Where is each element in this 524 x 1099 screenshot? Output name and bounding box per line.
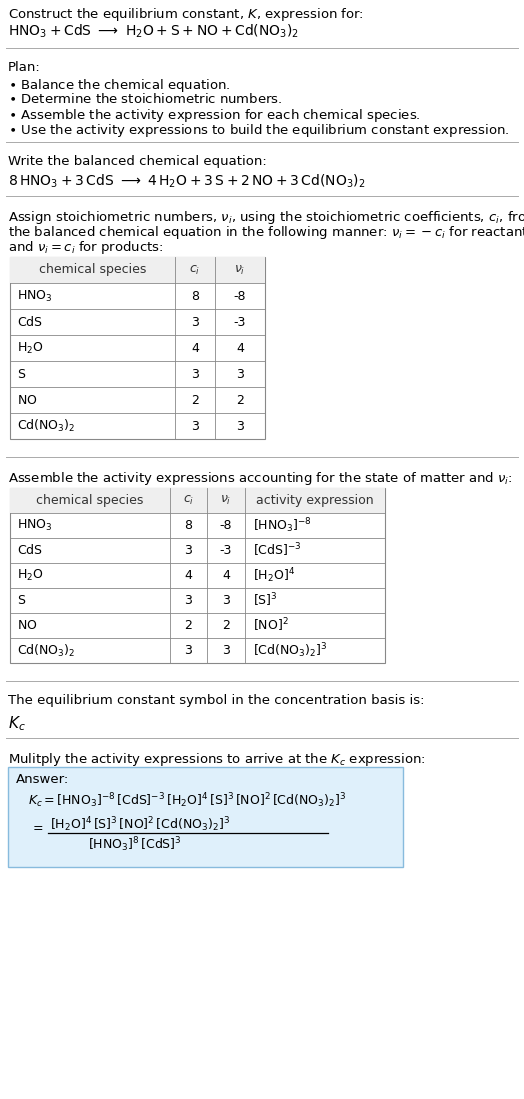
Text: $[\mathrm{HNO_3}]^{-8}$: $[\mathrm{HNO_3}]^{-8}$ — [253, 517, 312, 535]
Text: Assign stoichiometric numbers, $\nu_i$, using the stoichiometric coefficients, $: Assign stoichiometric numbers, $\nu_i$, … — [8, 209, 524, 226]
Text: $c_i$: $c_i$ — [183, 493, 194, 507]
Text: 3: 3 — [222, 593, 230, 607]
Text: 2: 2 — [236, 393, 244, 407]
Text: 8: 8 — [184, 519, 192, 532]
Text: 4: 4 — [184, 569, 192, 582]
Text: $\mathrm{H_2O}$: $\mathrm{H_2O}$ — [17, 568, 43, 584]
Text: $c_i$: $c_i$ — [189, 264, 201, 277]
Text: $K_c = [\mathrm{HNO_3}]^{-8}\,[\mathrm{CdS}]^{-3}\,[\mathrm{H_2O}]^{4}\,[\mathrm: $K_c = [\mathrm{HNO_3}]^{-8}\,[\mathrm{C… — [28, 791, 346, 810]
Text: $[\mathrm{HNO_3}]^{8}\,[\mathrm{CdS}]^{3}$: $[\mathrm{HNO_3}]^{8}\,[\mathrm{CdS}]^{3… — [88, 835, 182, 854]
Text: $\mathrm{CdS}$: $\mathrm{CdS}$ — [17, 315, 43, 329]
Text: 3: 3 — [236, 420, 244, 433]
Text: and $\nu_i = c_i$ for products:: and $\nu_i = c_i$ for products: — [8, 238, 163, 256]
Text: $[\mathrm{Cd(NO_3)_2}]^{3}$: $[\mathrm{Cd(NO_3)_2}]^{3}$ — [253, 641, 328, 659]
Text: 2: 2 — [222, 619, 230, 632]
Text: $\mathrm{Cd(NO_3)_2}$: $\mathrm{Cd(NO_3)_2}$ — [17, 643, 75, 658]
Text: $\mathrm{S}$: $\mathrm{S}$ — [17, 593, 26, 607]
Text: $\mathrm{CdS}$: $\mathrm{CdS}$ — [17, 544, 43, 557]
Text: -8: -8 — [220, 519, 232, 532]
Text: the balanced chemical equation in the following manner: $\nu_i = -c_i$ for react: the balanced chemical equation in the fo… — [8, 224, 524, 241]
Text: $\bullet$ Assemble the activity expression for each chemical species.: $\bullet$ Assemble the activity expressi… — [8, 107, 421, 124]
Text: 3: 3 — [184, 644, 192, 657]
Text: $[\mathrm{CdS}]^{-3}$: $[\mathrm{CdS}]^{-3}$ — [253, 542, 302, 559]
Text: The equilibrium constant symbol in the concentration basis is:: The equilibrium constant symbol in the c… — [8, 693, 424, 707]
Text: 8: 8 — [191, 289, 199, 302]
Text: Assemble the activity expressions accounting for the state of matter and $\nu_i$: Assemble the activity expressions accoun… — [8, 470, 512, 487]
Text: -3: -3 — [234, 315, 246, 329]
Text: $\mathrm{8\,HNO_3 + 3\,CdS \ \longrightarrow \ 4\,H_2O + 3\,S + 2\,NO + 3\,Cd(NO: $\mathrm{8\,HNO_3 + 3\,CdS \ \longrighta… — [8, 173, 366, 190]
Text: $\mathrm{HNO_3}$: $\mathrm{HNO_3}$ — [17, 288, 52, 303]
Text: 2: 2 — [184, 619, 192, 632]
Text: $[\mathrm{H_2O}]^{4}\,[\mathrm{S}]^{3}\,[\mathrm{NO}]^{2}\,[\mathrm{Cd(NO_3)_2}]: $[\mathrm{H_2O}]^{4}\,[\mathrm{S}]^{3}\,… — [50, 815, 231, 834]
Text: Answer:: Answer: — [16, 773, 69, 786]
Text: 3: 3 — [184, 593, 192, 607]
Text: Construct the equilibrium constant, $K$, expression for:: Construct the equilibrium constant, $K$,… — [8, 5, 364, 23]
Text: $\mathrm{NO}$: $\mathrm{NO}$ — [17, 393, 38, 407]
Text: $\bullet$ Balance the chemical equation.: $\bullet$ Balance the chemical equation. — [8, 77, 231, 95]
Text: 3: 3 — [236, 367, 244, 380]
Text: $[\mathrm{H_2O}]^{4}$: $[\mathrm{H_2O}]^{4}$ — [253, 566, 295, 585]
Text: $[\mathrm{S}]^{3}$: $[\mathrm{S}]^{3}$ — [253, 591, 278, 609]
Text: $\mathrm{HNO_3 + CdS \ \longrightarrow \ H_2O + S + NO + Cd(NO_3)_2}$: $\mathrm{HNO_3 + CdS \ \longrightarrow \… — [8, 23, 299, 41]
Bar — [10, 257, 265, 439]
Text: 3: 3 — [222, 644, 230, 657]
Text: Write the balanced chemical equation:: Write the balanced chemical equation: — [8, 155, 267, 168]
Text: 3: 3 — [191, 367, 199, 380]
Text: $\mathrm{S}$: $\mathrm{S}$ — [17, 367, 26, 380]
Text: $K_c$: $K_c$ — [8, 714, 26, 733]
Bar — [10, 488, 385, 513]
Text: $\mathrm{H_2O}$: $\mathrm{H_2O}$ — [17, 341, 43, 356]
Bar — [10, 257, 265, 284]
Text: -8: -8 — [234, 289, 246, 302]
Text: $\bullet$ Determine the stoichiometric numbers.: $\bullet$ Determine the stoichiometric n… — [8, 92, 282, 106]
FancyBboxPatch shape — [8, 767, 403, 867]
Text: 4: 4 — [222, 569, 230, 582]
Text: chemical species: chemical species — [36, 493, 144, 507]
Text: 3: 3 — [184, 544, 192, 557]
Text: $\bullet$ Use the activity expressions to build the equilibrium constant express: $\bullet$ Use the activity expressions t… — [8, 122, 509, 138]
Text: 2: 2 — [191, 393, 199, 407]
Text: $[\mathrm{NO}]^{2}$: $[\mathrm{NO}]^{2}$ — [253, 617, 289, 634]
Text: activity expression: activity expression — [256, 493, 374, 507]
Bar — [10, 488, 385, 663]
Text: $\mathrm{Cd(NO_3)_2}$: $\mathrm{Cd(NO_3)_2}$ — [17, 418, 75, 434]
Text: Plan:: Plan: — [8, 62, 41, 74]
Text: $=$: $=$ — [30, 821, 43, 833]
Text: $\nu_i$: $\nu_i$ — [220, 493, 232, 507]
Text: chemical species: chemical species — [39, 264, 146, 277]
Text: $\nu_i$: $\nu_i$ — [234, 264, 246, 277]
Text: Mulitply the activity expressions to arrive at the $K_c$ expression:: Mulitply the activity expressions to arr… — [8, 751, 426, 768]
Text: 4: 4 — [236, 342, 244, 355]
Text: -3: -3 — [220, 544, 232, 557]
Text: 4: 4 — [191, 342, 199, 355]
Text: $\mathrm{NO}$: $\mathrm{NO}$ — [17, 619, 38, 632]
Text: $\mathrm{HNO_3}$: $\mathrm{HNO_3}$ — [17, 518, 52, 533]
Text: 3: 3 — [191, 420, 199, 433]
Text: 3: 3 — [191, 315, 199, 329]
